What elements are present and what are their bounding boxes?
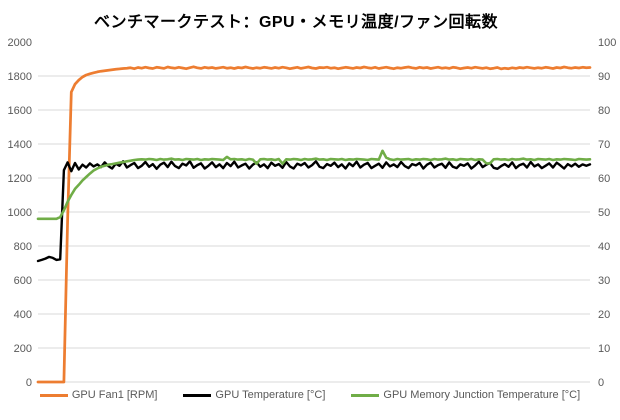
right-axis-tick-label: 70 xyxy=(598,139,610,151)
chart-title: ベンチマークテスト：GPU・メモリ温度/ファン回転数 xyxy=(93,14,499,31)
right-axis-tick-label: 0 xyxy=(598,377,604,389)
legend-line-swatch-orange xyxy=(39,393,68,397)
right-axis-tick-label: 40 xyxy=(598,241,610,253)
series-line-1 xyxy=(36,160,592,263)
series-line-0 xyxy=(36,65,592,384)
left-axis-tick-label: 200 xyxy=(14,343,32,355)
legend-item-gpu-memory-junction-temperature: GPU Memory Junction Temperature [°C] xyxy=(351,389,580,401)
right-axis-tick-label: 20 xyxy=(598,309,610,321)
left-axis-tick-label: 800 xyxy=(14,241,32,253)
right-axis-tick-label: 100 xyxy=(598,37,616,49)
left-axis-tick-label: 1200 xyxy=(8,173,32,185)
left-axis-tick-label: 1800 xyxy=(8,71,32,83)
legend-item-gpu-fan1: GPU Fan1 [RPM] xyxy=(39,389,158,401)
series-line-2 xyxy=(36,149,592,221)
left-axis-tick-label: 1400 xyxy=(8,139,32,151)
right-axis-tick-label: 50 xyxy=(598,207,610,219)
legend-label-gpu-memory-junction-temperature: GPU Memory Junction Temperature [°C] xyxy=(383,389,581,401)
right-axis-tick-label: 80 xyxy=(598,105,610,117)
legend-label-gpu-temperature: GPU Temperature [°C] xyxy=(215,389,326,401)
right-axis-tick-label: 30 xyxy=(598,275,610,287)
left-axis-tick-label: 1600 xyxy=(8,105,32,117)
left-axis-tick-label: 600 xyxy=(14,275,32,287)
right-axis-tick-label: 90 xyxy=(598,71,610,83)
legend-line-swatch-black xyxy=(183,393,212,397)
right-axis-tick-label: 10 xyxy=(598,343,610,355)
right-axis-tick-label: 60 xyxy=(598,173,610,185)
legend-line-swatch-green xyxy=(351,393,380,397)
left-axis-tick-label: 0 xyxy=(26,377,32,389)
legend-label-gpu-fan1: GPU Fan1 [RPM] xyxy=(71,389,158,401)
left-axis-tick-label: 400 xyxy=(14,309,32,321)
left-axis-tick-label: 1000 xyxy=(8,207,32,219)
legend-item-gpu-temperature: GPU Temperature [°C] xyxy=(183,389,325,401)
left-axis-tick-label: 2000 xyxy=(8,37,32,49)
legend: GPU Fan1 [RPM] GPU Temperature [°C] GPU … xyxy=(0,389,620,401)
